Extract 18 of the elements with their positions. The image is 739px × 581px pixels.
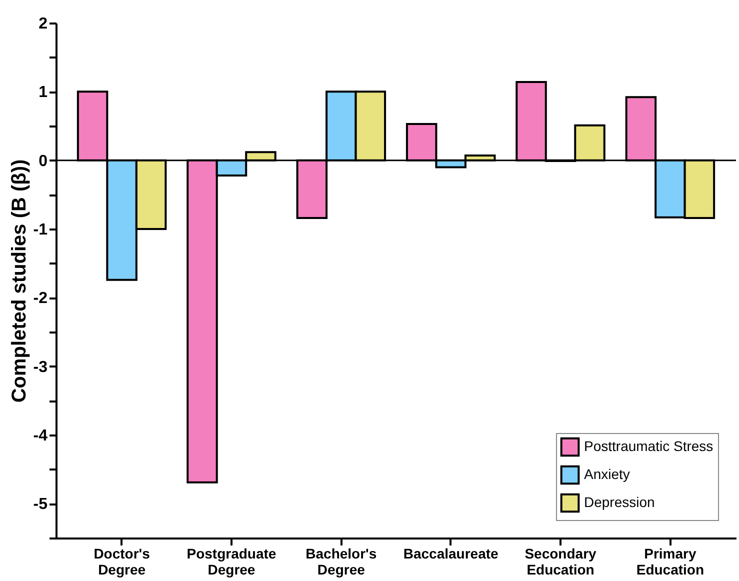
- y-tick-label: -5: [33, 496, 48, 514]
- y-tick-label: -1: [33, 222, 48, 238]
- y-tick-label: 0: [38, 152, 48, 170]
- y-tick-label: 1: [38, 84, 48, 102]
- x-tick-label: Secondary Education: [524, 546, 597, 578]
- legend-label: Posttraumatic Stress: [584, 438, 714, 454]
- x-tick-label: Bachelor's Degree: [306, 546, 377, 578]
- x-tick-label: Baccalaureate: [403, 546, 499, 562]
- x-tick-label: Postgraduate Degree: [186, 546, 276, 578]
- y-tick-label: 2: [38, 16, 48, 32]
- legend-label: Depression: [584, 494, 655, 510]
- x-tick-label: Primary Education: [636, 546, 704, 578]
- x-tick-label: Doctor's Degree: [94, 546, 150, 578]
- legend-label: Anxiety: [584, 466, 630, 482]
- y-tick-label: -3: [33, 358, 48, 376]
- y-tick-label: -4: [33, 428, 48, 444]
- y-tick-label: -2: [33, 290, 48, 308]
- y-axis-title: Completed studies (B (β)): [8, 159, 30, 403]
